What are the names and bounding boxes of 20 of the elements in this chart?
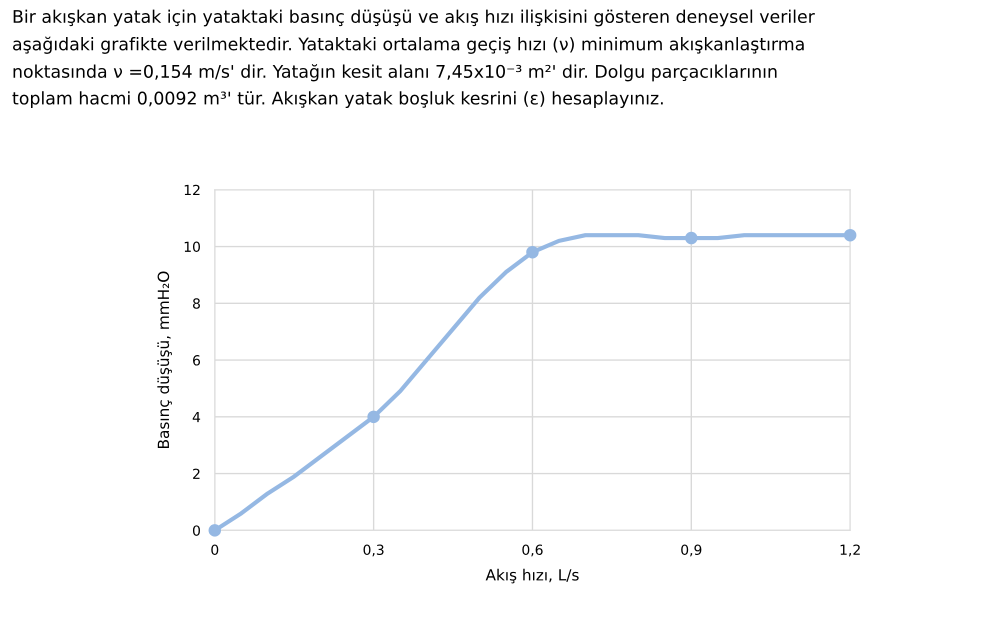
y-tick-label: 4 — [192, 412, 200, 422]
x-tick-label: 1,2 — [840, 544, 860, 556]
point — [844, 228, 856, 242]
point — [526, 246, 539, 258]
y-tick-label: 6 — [193, 355, 200, 366]
point — [208, 524, 222, 537]
chart-title: Bir akışkan yatak için yataktaki basınç düşüşü ve akış hızı ilişkisini gösteren deneysel veriler aşağıdaki grafikte verilmektedir. Yataktaki ortalama geçiş hızı (ν) minimum akışkanlaştırma noktasında ν =0,154 m/s' dir. Yatağın kesit alanı 7,45x10⁻³ m²' dir. Dolgu parçacıklarının toplam hacmi 0,0092 m³' tür. Akışkan yatak boşluk kesrini (ε) hesaplayınız. — [12, 10, 815, 108]
y-axis-title: Basınç düşüşü, mmH₂O — [157, 272, 172, 448]
x-tick-label: 0,3 — [364, 544, 384, 556]
y-tick-label: 0 — [192, 525, 200, 536]
x-axis-title: Akış hızı, L/s — [486, 568, 579, 584]
point — [685, 232, 698, 244]
y-tick-label: 10 — [184, 242, 200, 252]
x-tick-label: 0,6 — [522, 544, 543, 556]
y-tick-label: 8 — [193, 298, 200, 309]
x-tick-label: 0,9 — [681, 544, 702, 556]
y-tick-label: 12 — [184, 184, 200, 196]
x-tick-label: 0 — [211, 544, 218, 556]
y-tick-label: 2 — [193, 468, 200, 479]
point — [367, 410, 380, 424]
